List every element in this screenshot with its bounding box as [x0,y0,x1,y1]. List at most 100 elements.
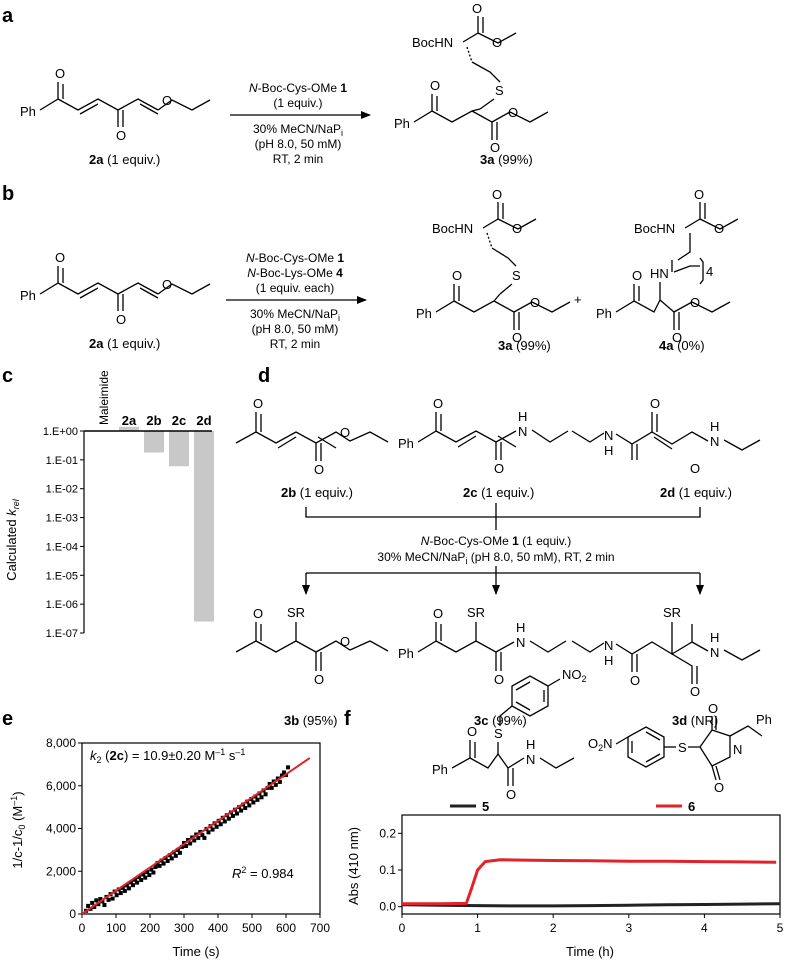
chart-e-point [267,782,272,787]
chart-c-bar [144,431,164,453]
chart-e-x-tick-label: 700 [310,921,330,935]
atom-o: O [506,787,516,802]
compound-label: 3b (95%) [284,713,337,728]
atom-sr: SR [663,605,681,620]
chart-c-ylabel: Calculated krel [4,498,21,581]
atom-o: O [714,221,724,236]
chart-e-point [226,816,231,821]
chart-e-point [179,844,184,849]
atom-o: O [314,462,324,477]
condition-ph: (pH 8.0, 50 mM) [252,322,339,336]
atom-o: O [494,672,504,687]
compound-label: 2a (1 equiv.) [89,336,160,351]
chart-e-point [157,863,162,868]
atom-o: O [116,312,126,327]
plus-sign: + [574,292,582,307]
structure-6: O2N S O N O Ph [588,701,772,795]
chart-e-x-tick-label: 500 [242,921,262,935]
panel-b: b Ph O O O 2a (1 equiv.) N-Boc-Cys-OMe 1… [2,183,739,353]
reagent-equiv: (1 equiv. each) [256,281,335,295]
atom-h: H [518,409,527,424]
chart-e-point [106,897,111,902]
legend-6-label: 6 [688,799,695,814]
atom-sr: SR [467,605,485,620]
chart-e-point [122,888,127,893]
chart-e-point [186,838,191,843]
chart-e-point [147,873,152,878]
chart-e-point [149,867,154,872]
compound-label: 3a (99%) [480,152,533,167]
atom-o: O [690,684,700,699]
chart-e-point [230,813,235,818]
panel-d: d O O O 2b (1 equiv.) Ph O O N H 2c (1 e… [235,365,761,728]
chart-e-point [145,870,150,875]
chart-c-y-tick-label: 1.E+00 [43,426,78,438]
chart-c-y-tick-label: 1.E-04 [46,541,78,553]
chart-f-series-6 [402,858,777,906]
atom-sr: SR [287,605,305,620]
atom-n: N [710,645,719,660]
chart-e-point [184,844,189,849]
chart-f-x-tick-label: 0 [399,921,406,935]
structure-2a-a: Ph O O O [20,66,211,143]
chart-e-point [239,808,244,813]
atom-bochn: BocHN [412,35,453,50]
chart-e-y-tick-label: 6,000 [46,779,76,793]
atom-o: O [340,634,350,649]
compound-label: 4a (0%) [659,338,705,353]
chart-e-point [263,792,268,797]
panel-a: a Ph O O O 2a (1 equiv.) N-Boc-Cys-OMe 1… [2,1,549,167]
panel-c: c Calculated krel 1.E+00 1.E-01 1.E-02 1.E-… [2,365,214,640]
chain-count: 4 [706,264,713,279]
chart-e-point [235,811,240,816]
structure-2a-b: Ph O O O [20,250,211,327]
reagent-1: N-Boc-Cys-OMe 1 [246,251,344,265]
chart-e-point [131,883,135,888]
atom-o: O [630,673,640,688]
chart-f-x-tick-label: 2 [550,921,557,935]
chart-e-point [143,875,148,880]
atom-n: N [604,638,613,653]
chart-e-point [92,904,97,909]
chart-e-point [161,861,166,866]
atom-bochn: BocHN [432,221,473,236]
chart-f-x-tick-label: 1 [474,921,481,935]
chart-e-y-tick-label: 2,000 [46,864,76,878]
atom-o: O [472,1,482,16]
chart-e-point [163,855,168,860]
atom-o: O [708,701,718,716]
chart-e: 0 100 200 300 400 500 600 700 0 2,000 4,000 6,000 8,… [46,736,330,935]
chart-f-x-tick-label: 4 [701,921,708,935]
atom-ph: Ph [416,306,432,321]
chart-e-ylabel: 1/c-1/c0 (M–1) [9,791,27,868]
chart-e-point [102,903,107,908]
chart-e-x-tick-label: 0 [79,921,86,935]
atom-bochn: BocHN [634,221,675,236]
compound-label: 3d (NR) [672,713,718,728]
chart-e-point [175,847,180,852]
atom-o: O [55,66,65,81]
atom-s: S [512,268,521,283]
atom-o: O [162,277,172,292]
legend-5-label: 5 [482,799,489,814]
atom-ph: Ph [398,646,414,661]
chart-c-category-label: 2d [196,413,211,428]
chart-e-point [135,880,140,885]
panel-label-b: b [2,183,14,205]
chart-e-point [141,872,146,877]
atom-h: H [604,443,613,458]
structure-4a: BocHN O O 4 HN Ph O O O [596,187,739,345]
chart-f-y-tick-label: 0.2 [379,826,396,840]
chart-e-point [206,830,211,835]
chart-e-point [169,856,174,861]
chart-e-point [214,824,219,829]
chart-e-point [126,886,131,891]
chart-e-point [210,827,215,832]
structure-3c: Ph O SR O N H [398,605,567,687]
atom-o: O [433,606,443,621]
chart-e-point [200,833,205,838]
atom-o: O [508,105,518,120]
chart-e-point [253,794,258,799]
atom-o: O [55,250,65,265]
chart-e-x-tick-label: 300 [174,921,194,935]
